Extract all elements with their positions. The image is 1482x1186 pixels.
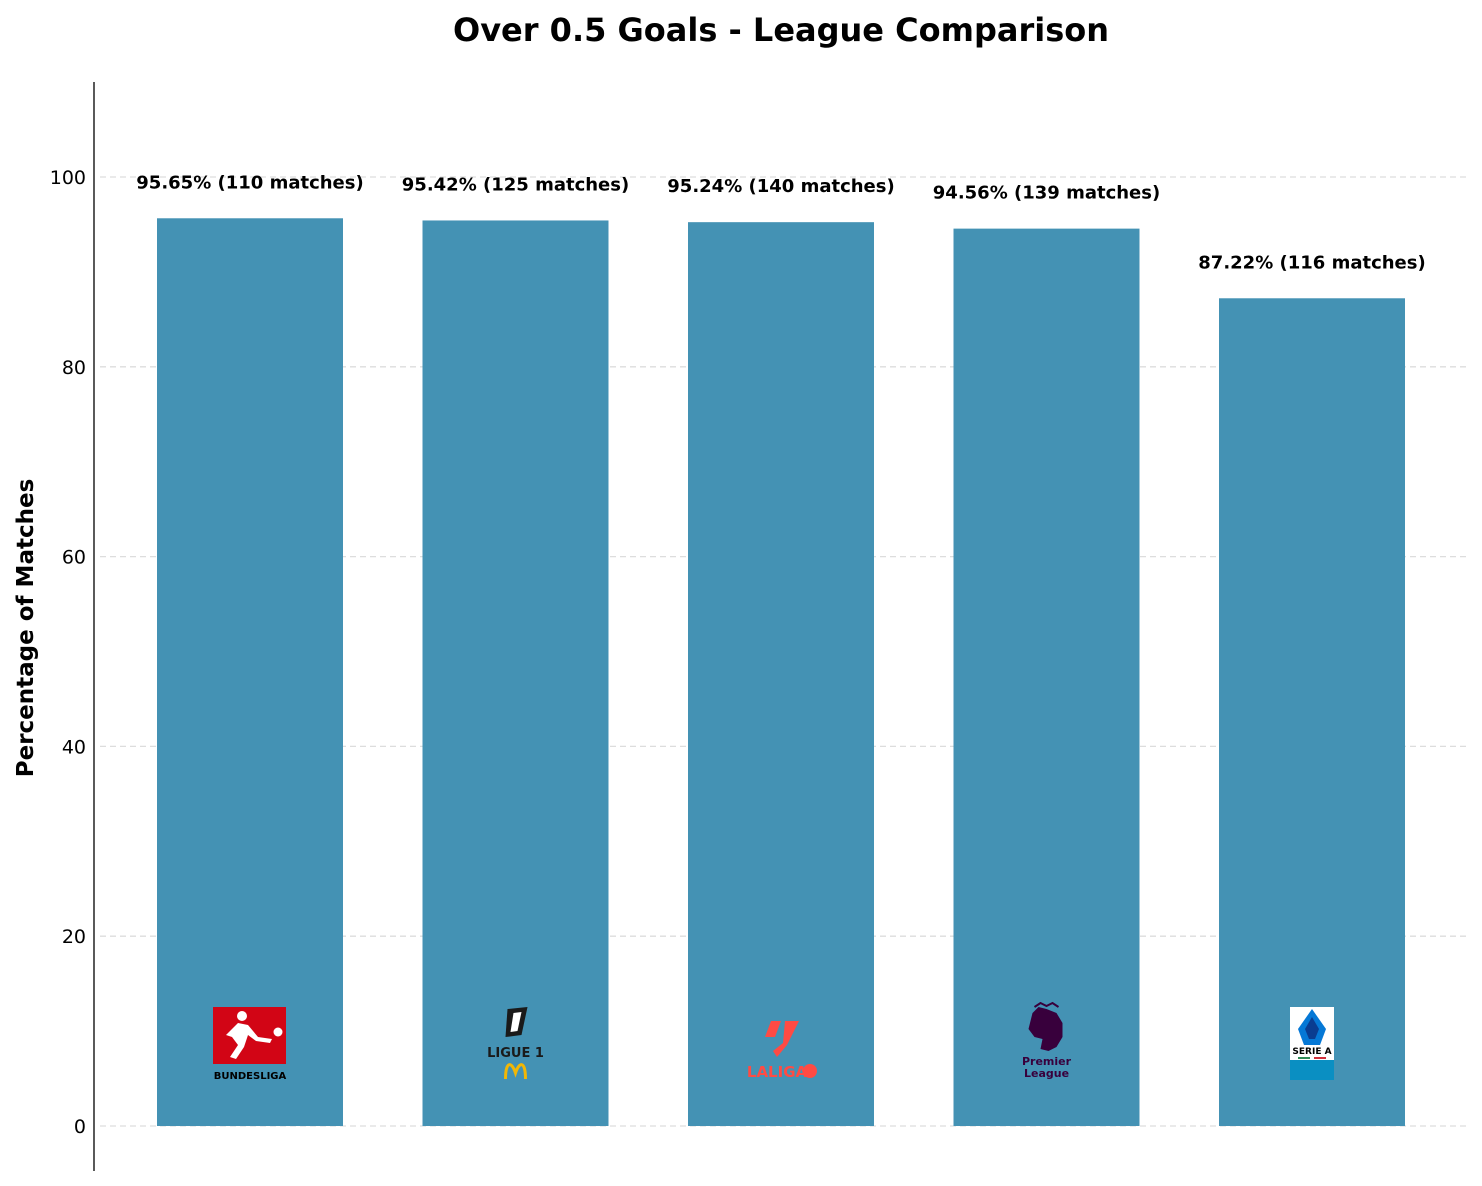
bar-premier-league [953,228,1140,1126]
bar-bundesliga [157,218,343,1126]
y-tick-label: 20 [62,926,86,948]
svg-text:SERIE A: SERIE A [1292,1047,1331,1057]
svg-text:LALIGA: LALIGA [747,1063,808,1081]
chart-title: Over 0.5 Goals - League Comparison [453,11,1109,49]
bundesliga-logo: BUNDESLIGA [213,1007,286,1082]
svg-text:Premier: Premier [1022,1055,1072,1068]
serie-a-logo: SERIE A [1290,1007,1334,1080]
bar-laliga [688,222,874,1127]
y-tick-label: 80 [62,357,86,379]
bars [157,218,1405,1127]
data-label: 94.56% (139 matches) [933,183,1160,204]
y-tick-label: 40 [62,736,86,758]
bar-serie-a [1219,298,1405,1126]
data-label: 95.24% (140 matches) [667,176,894,197]
y-tick-label: 100 [50,167,86,189]
bar-ligue-1 [422,220,609,1126]
svg-text:League: League [1024,1067,1069,1080]
data-label: 87.22% (116 matches) [1198,252,1425,273]
y-tick-label: 0 [74,1116,86,1138]
y-ticks: 0 20 40 60 80 100 [50,167,86,1138]
ligue1-logo: LIGUE 1 [487,1007,544,1080]
data-label: 95.65% (110 matches) [136,172,363,193]
data-label: 95.42% (125 matches) [402,174,629,195]
svg-text:BUNDESLIGA: BUNDESLIGA [214,1071,287,1082]
svg-text:LIGUE 1: LIGUE 1 [487,1046,544,1061]
y-axis-label: Percentage of Matches [13,479,39,778]
y-tick-label: 60 [62,547,86,569]
data-labels: 95.65% (110 matches) 95.42% (125 matches)… [136,172,1425,273]
laliga-logo: LALIGA [747,1021,817,1081]
